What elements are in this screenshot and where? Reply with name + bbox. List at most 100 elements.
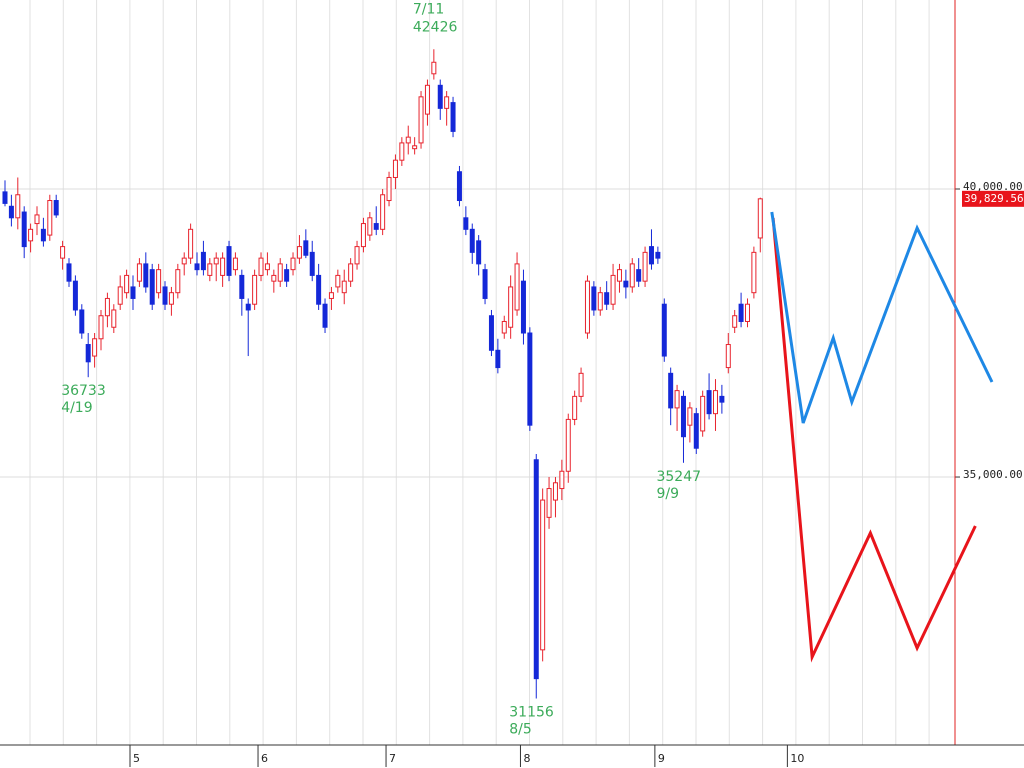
candle-body [642, 251, 648, 282]
candle-body [303, 240, 309, 256]
candle-body [405, 136, 411, 144]
candle-body [175, 269, 181, 294]
forecast-line [771, 217, 977, 663]
forecast-line [770, 211, 994, 424]
x-tick-label: 10 [790, 752, 804, 765]
candle-body [719, 395, 725, 403]
candle-body [143, 263, 149, 288]
candle-body [431, 61, 437, 75]
candle-body [700, 395, 706, 432]
candle-body [578, 372, 584, 397]
candle-body [277, 263, 283, 282]
candle-body [290, 257, 296, 271]
candle-body [239, 274, 245, 299]
candle-body [546, 488, 552, 518]
candle-body [104, 297, 110, 317]
candle-body [60, 246, 66, 259]
candle-body [53, 200, 59, 216]
candle-body [604, 292, 610, 305]
candle-body [623, 280, 629, 288]
candle-body [418, 96, 424, 144]
candle-body [226, 246, 232, 276]
x-tick-label: 9 [658, 752, 665, 765]
candle-body [584, 280, 590, 334]
candle-body [72, 280, 78, 311]
candle-body [559, 470, 565, 490]
candle-body [424, 84, 430, 115]
candle-body [111, 309, 117, 328]
candle-body [117, 286, 123, 305]
x-tick-label: 6 [261, 752, 268, 765]
candle-body [552, 482, 558, 501]
annotation-value: 42426 [413, 19, 458, 35]
candle-body [271, 274, 277, 282]
candle-body [527, 332, 533, 426]
candle-body [296, 246, 302, 259]
candle-body [597, 292, 603, 311]
candle-body [514, 263, 520, 311]
candle-body [469, 228, 475, 253]
candle-body [245, 303, 251, 311]
candle-body [386, 176, 392, 202]
last-price-label: 39,829.56 [964, 192, 1024, 205]
candle-body [220, 257, 226, 276]
candle-body [629, 263, 635, 288]
candle-body [591, 286, 597, 311]
candle-body [85, 344, 91, 363]
candle-body [168, 292, 174, 305]
annotation-value: 35247 [656, 469, 701, 485]
x-tick-label: 8 [523, 752, 530, 765]
candle-body [725, 344, 731, 369]
candle-body [40, 228, 46, 242]
candle-body [751, 251, 757, 294]
candle-body [706, 390, 712, 415]
candle-body [572, 395, 578, 420]
candle-body [2, 191, 8, 204]
candle-body [200, 251, 206, 271]
candle-body [328, 292, 334, 299]
candle-body [520, 280, 526, 334]
candle-body [207, 263, 213, 276]
candle-body [162, 286, 168, 305]
y-tick-label: 35,000.00 [963, 468, 1023, 481]
candle-body [341, 280, 347, 294]
candle-body [360, 223, 366, 248]
candle-body [501, 320, 507, 334]
candle-body [322, 303, 328, 328]
last-price-box [962, 190, 1024, 207]
x-tick-label: 5 [133, 752, 140, 765]
candle-body [668, 372, 674, 409]
candle-body [316, 274, 322, 305]
candle-body [693, 413, 699, 449]
candle-body [156, 269, 162, 294]
candle-body [348, 263, 354, 282]
candle-body [437, 84, 443, 109]
candle-body [367, 217, 373, 236]
candle-body [213, 257, 219, 265]
candle-body [540, 499, 546, 651]
candle-body [47, 200, 53, 236]
candle-body [533, 459, 539, 680]
x-tick-label: 7 [389, 752, 396, 765]
annotation-date: 8/5 [509, 721, 532, 737]
candle-body [136, 263, 142, 282]
candle-body [412, 145, 418, 150]
candle-body [380, 194, 386, 230]
candle-body [354, 246, 360, 265]
candle-body [674, 390, 680, 409]
candle-body [130, 286, 136, 299]
candle-body [616, 269, 622, 282]
candle-body [284, 269, 290, 282]
candle-body [28, 228, 34, 242]
candle-body [79, 309, 85, 334]
candle-body [98, 315, 104, 340]
candle-body [463, 217, 469, 230]
candle-body [738, 303, 744, 322]
candle-body [188, 228, 194, 259]
candle-body [149, 269, 155, 305]
candle-body [309, 251, 315, 276]
annotation-date: 9/9 [656, 486, 679, 502]
candle-body [476, 240, 482, 265]
candle-body [264, 263, 270, 271]
